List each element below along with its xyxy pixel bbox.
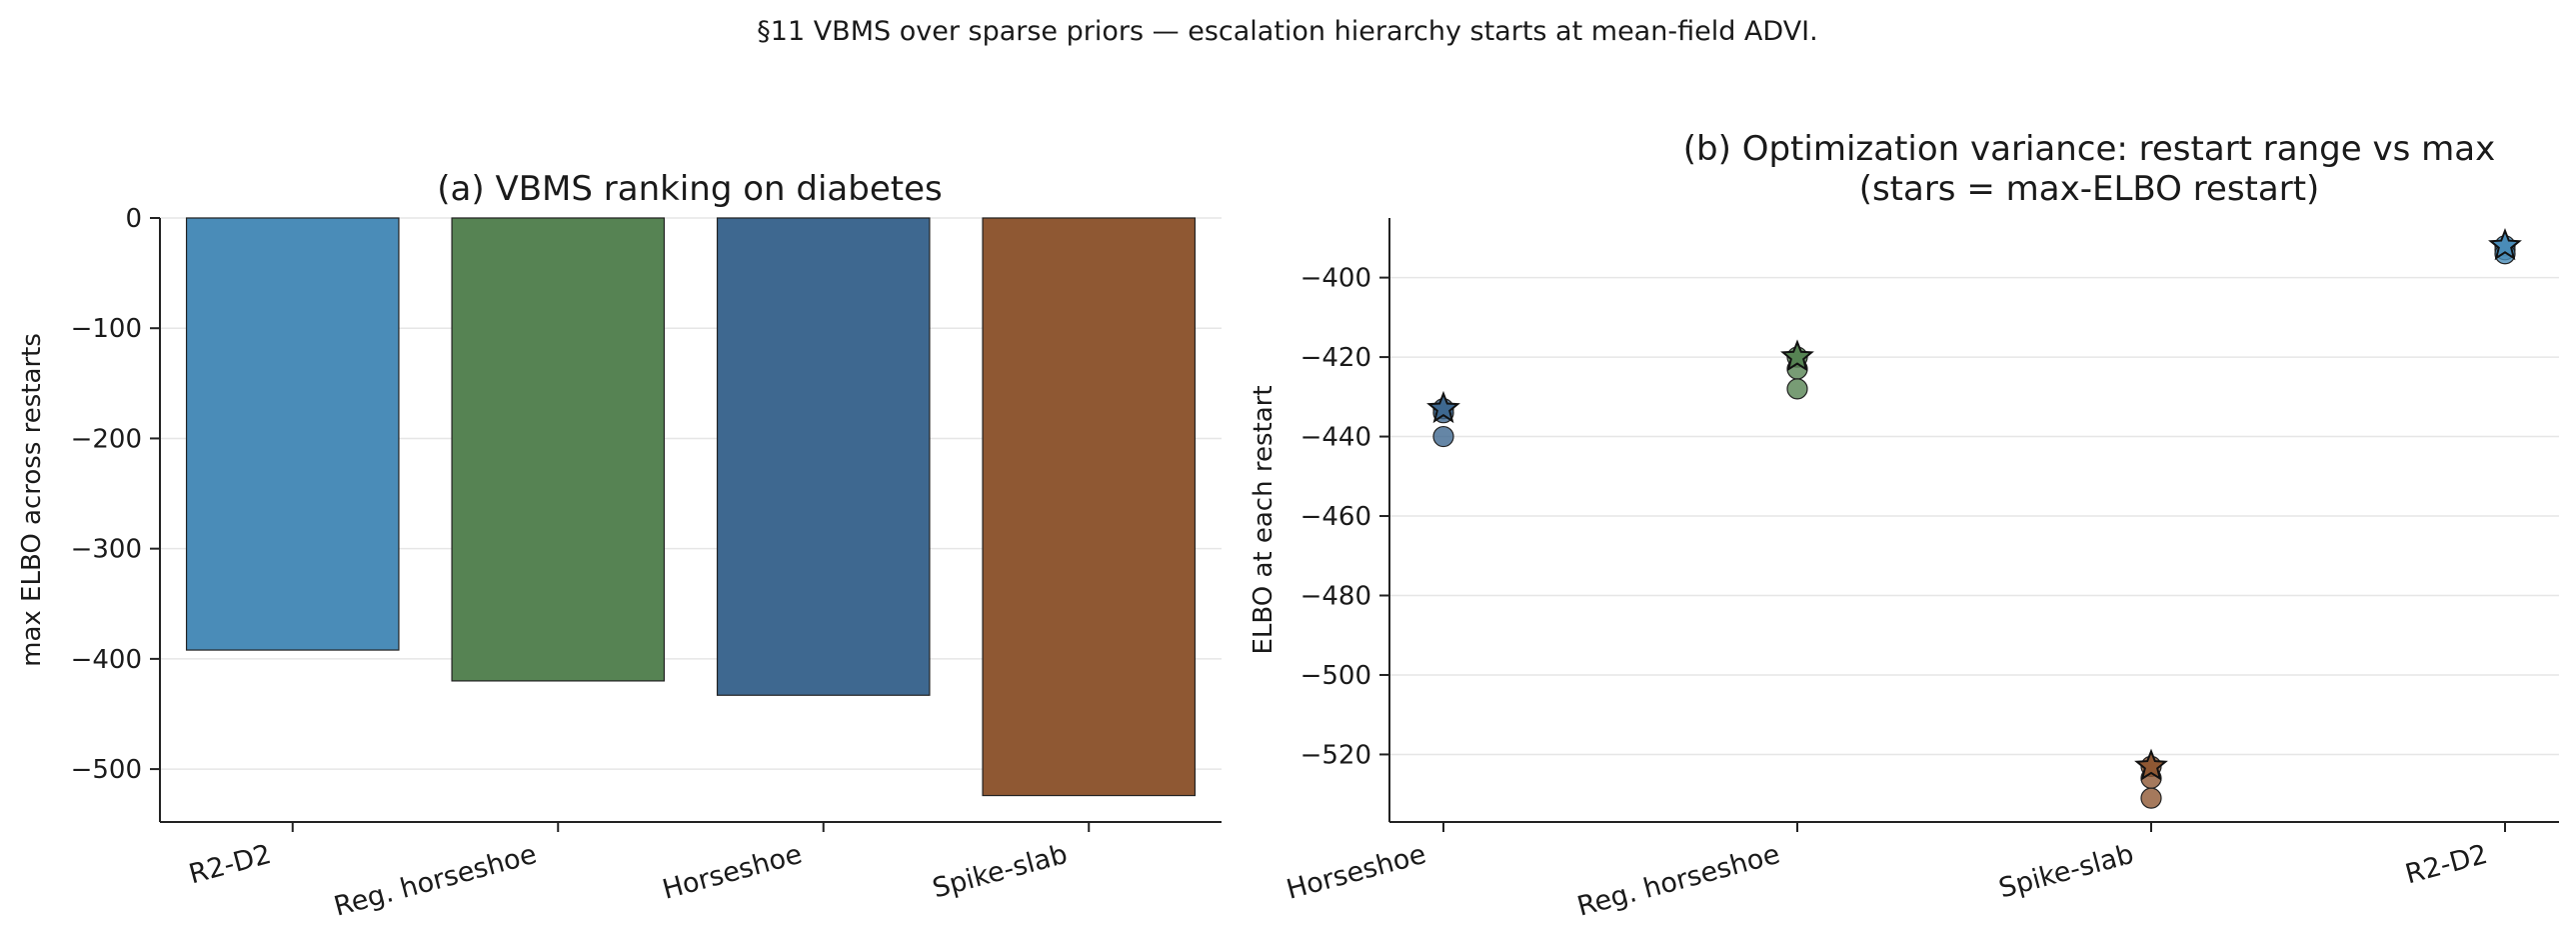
panel-b-xtick-label: Horseshoe [1284, 839, 1429, 906]
figure-suptitle: §11 VBMS over sparse priors — escalation… [757, 16, 1817, 47]
panel-b-ytick-label: −400 [1300, 264, 1371, 294]
panel-b-title-line1: (b) Optimization variance: restart range… [1683, 129, 2495, 169]
panel-b-ytick-label: −500 [1300, 661, 1371, 691]
panel-a-xtick-label: Horseshoe [659, 839, 805, 906]
panel-b-ytick-label: −480 [1300, 582, 1371, 612]
panel-b-ytick-label: −520 [1300, 740, 1371, 770]
panel-b-xtick-label: Spike-slab [1995, 839, 2136, 905]
panel-a-xtick-label: R2-D2 [186, 839, 275, 891]
panel-b-xtick-label: Reg. horseshoe [1574, 839, 1783, 923]
panel-a-ytick-label: 0 [125, 204, 142, 234]
panel-b-max-star [2134, 748, 2168, 781]
panel-b-scatter-chart: (b) Optimization variance: restart range… [1249, 129, 2559, 923]
panel-b-ytick-label: −440 [1300, 423, 1371, 453]
panel-b-restart-point [2140, 787, 2162, 809]
panel-a-ytick-label: −500 [71, 755, 142, 785]
panel-a-bar [185, 217, 400, 651]
panel-a-xtick-label: Spike-slab [930, 839, 1071, 905]
panel-b-title-line2: (stars = max-ELBO restart) [1859, 169, 2320, 209]
panel-a-ylabel: max ELBO across restarts [17, 333, 47, 667]
panel-a-ytick-label: −400 [71, 645, 142, 675]
panel-b-restart-point [1432, 425, 1454, 448]
panel-b-max-star [1780, 339, 1814, 372]
panel-a-ytick-label: −300 [71, 535, 142, 565]
panel-a-bar [716, 217, 931, 696]
panel-b-restart-point [1786, 378, 1808, 400]
panel-b-ylabel: ELBO at each restart [1249, 385, 1279, 654]
panel-b-ytick-label: −460 [1300, 502, 1371, 532]
panel-b-max-star [2488, 228, 2522, 261]
panel-b-max-star [1426, 390, 1460, 424]
panel-a-bar-chart: (a) VBMS ranking on diabetes max ELBO ac… [17, 169, 1222, 923]
panel-a-ytick-label: −200 [71, 424, 142, 454]
panel-b-ytick-label: −420 [1300, 343, 1371, 373]
panel-a-bar [982, 217, 1197, 797]
panel-a-ytick-label: −100 [71, 314, 142, 344]
panel-a-title: (a) VBMS ranking on diabetes [437, 169, 942, 209]
panel-a-bar [451, 217, 666, 682]
panel-b-xtick-label: R2-D2 [2402, 839, 2491, 891]
panel-a-xtick-label: Reg. horseshoe [331, 839, 540, 923]
